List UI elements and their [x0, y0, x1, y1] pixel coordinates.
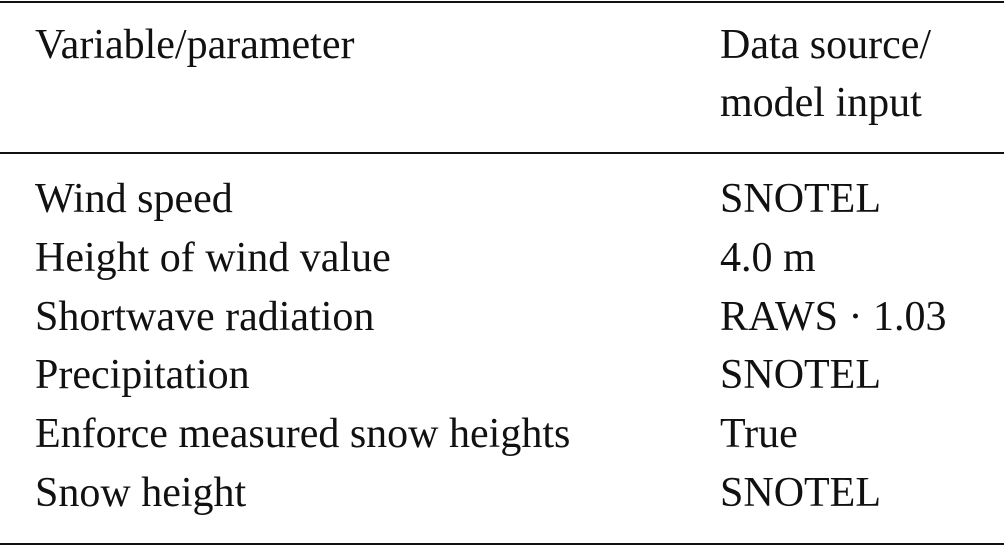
table-cell: Shortwave radiation — [35, 293, 375, 340]
table-cell: SNOTEL — [720, 470, 881, 516]
table-cell: Height of wind value — [35, 234, 391, 281]
mid-rule — [0, 152, 1004, 154]
table-cell: SNOTEL — [720, 176, 881, 222]
top-rule — [0, 1, 1004, 3]
table-cell: RAWS · 1.03 — [720, 293, 947, 340]
header-cell: Variable/parameter — [35, 22, 355, 68]
bottom-rule — [0, 543, 1004, 545]
table-cell: True — [720, 411, 798, 458]
table-cell: SNOTEL — [720, 352, 881, 399]
header-cell: Data source/ model input — [720, 22, 932, 126]
table-cell: 4.0 m — [720, 234, 816, 281]
table-cell: Enforce measured snow heights — [35, 411, 571, 458]
table-cell: Snow height — [35, 470, 247, 516]
table-cell: Wind speed — [35, 176, 233, 222]
table-cell: Precipitation — [35, 352, 250, 399]
